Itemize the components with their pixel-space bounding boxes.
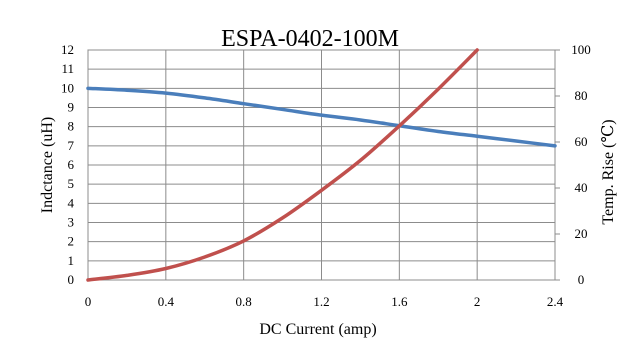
y-tick-label: 10 <box>61 80 74 95</box>
y2-tick-label: 40 <box>575 180 588 195</box>
x-tick-label: 1.2 <box>313 294 329 309</box>
y-tick-label: 6 <box>68 157 75 172</box>
y-tick-label: 0 <box>68 272 75 287</box>
temp-rise-series-line <box>86 48 479 282</box>
y2-axis-title: Temp. Rise (℃) <box>600 119 617 224</box>
y2-tick-label: 60 <box>575 134 588 149</box>
x-tick-label: 2 <box>474 294 481 309</box>
x-tick-label: 0.8 <box>236 294 252 309</box>
y-tick-label: 11 <box>61 61 74 76</box>
y-tick-label: 4 <box>68 195 75 210</box>
y-tick-label: 5 <box>68 176 75 191</box>
y-tick-label: 2 <box>68 234 75 249</box>
x-axis-tick-labels: 0 0.4 0.8 1.2 1.6 2 2.4 <box>85 294 564 309</box>
x-tick-label: 0 <box>85 294 92 309</box>
y2-tick-label: 80 <box>575 88 588 103</box>
x-tick-label: 2.4 <box>547 294 564 309</box>
y2-tick-label: 0 <box>578 272 585 287</box>
x-tick-label: 1.6 <box>391 294 408 309</box>
series-lines <box>86 48 557 282</box>
x-tick-label: 0.4 <box>158 294 175 309</box>
y-axis-title: Indctance (uH) <box>39 117 56 213</box>
inductance-series-line <box>86 86 557 148</box>
x-axis-title: DC Current (amp) <box>259 321 376 338</box>
chart-title: ESPA-0402-100M <box>221 26 399 52</box>
y-tick-label: 7 <box>68 138 75 153</box>
right-axis-tick-labels: 0 20 40 60 80 100 <box>571 42 591 287</box>
y-tick-label: 9 <box>68 100 75 115</box>
y2-tick-label: 20 <box>575 226 588 241</box>
y-tick-label: 8 <box>68 119 75 134</box>
y2-tick-label: 100 <box>571 42 591 57</box>
y-tick-label: 1 <box>68 253 75 268</box>
y-tick-label: 3 <box>68 215 75 230</box>
y-tick-label: 12 <box>61 42 74 57</box>
